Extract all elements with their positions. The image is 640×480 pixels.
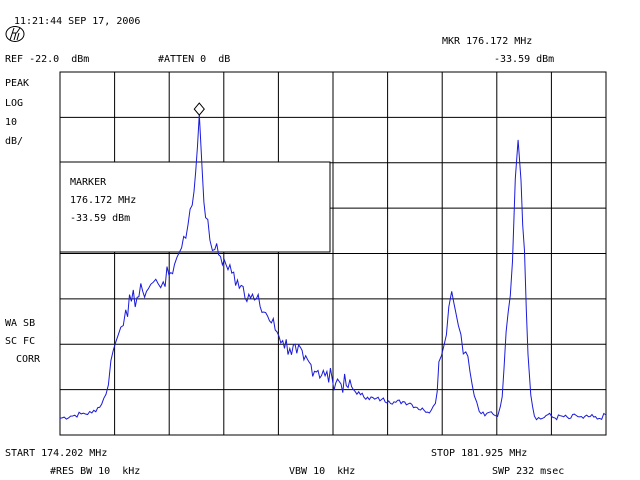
sweep-time: SWP 232 msec [492, 466, 565, 477]
ref-level: REF -22.0 dBm [5, 54, 90, 65]
resolution-bandwidth: #RES BW 10 kHz [50, 466, 141, 477]
spectrum-trace [59, 114, 607, 421]
marker-box-title: MARKER [70, 177, 107, 188]
marker-readout: MKR 176.172 MHz [442, 36, 533, 47]
hp-logo-icon [5, 26, 25, 42]
marker-level: -33.59 dBm [494, 54, 555, 65]
start-frequency: START 174.202 MHz [5, 448, 108, 459]
timestamp: 11:21:44 SEP 17, 2006 [14, 16, 141, 27]
detector-mode: PEAK [5, 78, 30, 89]
flag-corr: CORR [16, 354, 41, 365]
attenuation: #ATTEN 0 dB [158, 54, 231, 65]
video-bandwidth: VBW 10 kHz [289, 466, 356, 477]
scale-value: 10 [5, 117, 18, 128]
scale-mode: LOG [5, 98, 24, 109]
diamond-marker-icon [193, 102, 205, 116]
flag-sc-fc: SC FC [5, 336, 36, 347]
marker-box-level: -33.59 dBm [70, 213, 131, 224]
marker-box-frequency: 176.172 MHz [70, 195, 137, 206]
graticule [59, 71, 607, 436]
flag-wa-sb: WA SB [5, 318, 36, 329]
stop-frequency: STOP 181.925 MHz [431, 448, 528, 459]
scale-unit: dB/ [5, 136, 24, 147]
